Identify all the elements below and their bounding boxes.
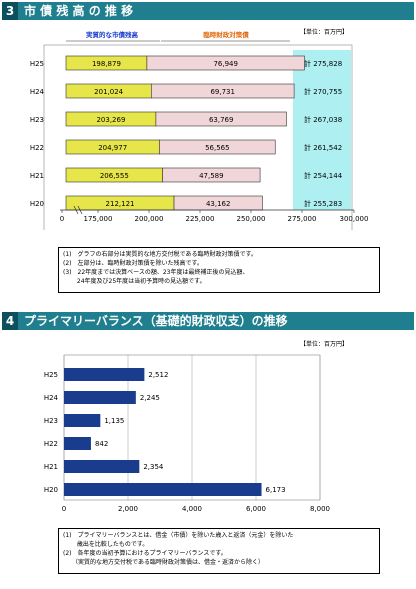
- category-label: H22: [30, 144, 44, 152]
- section-number: 4: [2, 312, 18, 330]
- bar-value-label: 6,173: [266, 486, 286, 494]
- category-label: H25: [30, 60, 44, 68]
- x-tick-label: 0: [60, 215, 64, 223]
- bar-special-deficit-bond: [159, 139, 276, 155]
- bar-value-label: 212,121: [106, 200, 135, 208]
- bar-value-label: 69,731: [210, 88, 235, 96]
- total-label: 計 255,283: [304, 199, 342, 208]
- total-label: 計 267,038: [304, 115, 342, 124]
- bar-value-label: 47,589: [199, 172, 224, 180]
- bar-value-label: 43,162: [206, 200, 231, 208]
- primary-balance-bar: [64, 483, 262, 496]
- primary-balance-bar: [64, 368, 145, 381]
- note-line: 24年度及び25年度は当初予算時の見込額です。: [63, 278, 206, 285]
- chart1-unit: 【単位：百万円】: [300, 28, 348, 36]
- chart1-shaded-area: [293, 50, 351, 210]
- bar-value-label: 1,135: [104, 417, 124, 425]
- bar-value-label: 76,949: [213, 60, 238, 68]
- note-line: (1) プライマリーバランスとは、借金（市債）を除いた歳入と返済（元金）を除いた: [63, 532, 294, 539]
- bar-special-deficit-bond: [150, 83, 295, 99]
- category-label: H25: [44, 371, 58, 379]
- primary-balance-chart: H25 2,512 H24 2,245 H23 1,135 H22 842 H21 2,354 H2…: [44, 354, 330, 513]
- x-tick-label: 250,000: [237, 215, 266, 223]
- category-label: H20: [44, 486, 58, 494]
- note-line: (1) グラフの右部分は実質的な地方交付税である臨時財政対策債です。: [63, 251, 257, 258]
- bar-value-label: 56,565: [205, 144, 230, 152]
- primary-balance-bar: [64, 460, 140, 473]
- bar-value-label: 2,354: [143, 463, 164, 471]
- category-label: H24: [44, 394, 59, 402]
- category-label: H20: [30, 200, 44, 208]
- category-label: H23: [44, 417, 58, 425]
- debt-notes: (1) グラフの右部分は実質的な地方交付税である臨時財政対策債です。 (2) 左…: [58, 247, 380, 293]
- bar-value-label: 204,977: [98, 144, 127, 152]
- x-tick-label: 8,000: [310, 505, 330, 513]
- x-tick-label: 225,000: [186, 215, 215, 223]
- category-label: H21: [30, 172, 44, 180]
- category-label: H23: [30, 116, 44, 124]
- bar-value-label: 198,879: [92, 60, 121, 68]
- bar-value-label: 201,024: [94, 88, 123, 96]
- bar-value-label: 2,245: [140, 394, 160, 402]
- x-tick-label: 6,000: [246, 505, 266, 513]
- section-header-primary-balance: 4 プライマリーバランス（基礎的財政収支）の推移: [2, 312, 414, 330]
- category-label: H21: [44, 463, 58, 471]
- note-line: （実質的な地方交付税である臨時財政対策債は、借金・返済から除く）: [63, 559, 264, 566]
- total-label: 計 261,542: [304, 143, 342, 152]
- category-label: H24: [30, 88, 45, 96]
- total-label: 計 254,144: [304, 171, 343, 180]
- x-tick-label: 200,000: [135, 215, 164, 223]
- bar-special-deficit-bond: [146, 55, 305, 71]
- total-label: 計 275,828: [304, 59, 342, 68]
- x-tick-label: 275,000: [288, 215, 317, 223]
- bar-value-label: 206,555: [100, 172, 129, 180]
- bar-value-label: 2,512: [148, 371, 168, 379]
- chart1-frame: [43, 44, 353, 230]
- category-label: H22: [44, 440, 58, 448]
- x-tick-label: 2,000: [118, 505, 138, 513]
- primary-balance-bar: [64, 391, 136, 404]
- primary-balance-bar: [64, 414, 101, 427]
- note-line: (2) 各年度の当初予算におけるプライマリーバランスです。: [63, 550, 227, 557]
- section-title: プライマリーバランス（基礎的財政収支）の推移: [24, 314, 288, 328]
- section-title: 市 債 残 高 の 推 移: [24, 4, 134, 18]
- chart2-unit: 【単位：百万円】: [300, 341, 349, 348]
- x-tick-label: 4,000: [182, 505, 202, 513]
- bar-special-deficit-bond: [155, 111, 287, 127]
- primary-balance-bar: [64, 437, 91, 450]
- right-series-label: 臨時財政対策債: [203, 30, 249, 39]
- note-line: (2) 左部分は、臨時財政対策債を除いた残高です。: [63, 260, 203, 267]
- section-header-debt: 3 市 債 残 高 の 推 移: [2, 2, 414, 20]
- note-line: (3) 22年度までは決算ベースの額、23年度は最終補正後の見込額、: [63, 269, 249, 276]
- left-series-label: 実質的な市債残高: [86, 30, 139, 39]
- debt-balance-chart: 実質的な市債残高 臨時財政対策債 【単位：百万円】 H25 198,879 76,9…: [30, 28, 369, 230]
- bar-value-label: 203,269: [96, 116, 125, 124]
- x-tick-label: 175,000: [84, 215, 113, 223]
- total-label: 計 270,755: [304, 87, 342, 96]
- bar-value-label: 842: [95, 440, 108, 448]
- x-tick-label: 0: [62, 505, 66, 513]
- x-tick-label: 300,000: [340, 215, 369, 223]
- note-line: 歳出を比較したものです。: [63, 541, 149, 548]
- bar-special-deficit-bond: [162, 167, 261, 183]
- section-number: 3: [2, 2, 18, 20]
- axis-break-mark: [73, 205, 83, 215]
- primary-balance-notes: (1) プライマリーバランスとは、借金（市債）を除いた歳入と返済（元金）を除いた…: [58, 528, 380, 574]
- bar-value-label: 63,769: [209, 116, 234, 124]
